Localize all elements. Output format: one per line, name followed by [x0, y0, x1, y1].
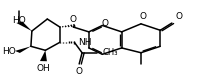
Text: O: O	[176, 12, 183, 21]
Text: HO: HO	[12, 16, 26, 25]
Text: O: O	[139, 12, 146, 21]
Text: CH₃: CH₃	[102, 48, 118, 57]
Text: O: O	[101, 19, 108, 28]
Text: NH: NH	[78, 38, 92, 47]
Text: O: O	[70, 15, 77, 24]
Text: HO: HO	[2, 47, 15, 56]
Text: OH: OH	[37, 64, 50, 73]
Text: O: O	[76, 67, 83, 76]
Polygon shape	[16, 21, 32, 31]
Polygon shape	[40, 50, 47, 61]
Polygon shape	[15, 46, 31, 53]
